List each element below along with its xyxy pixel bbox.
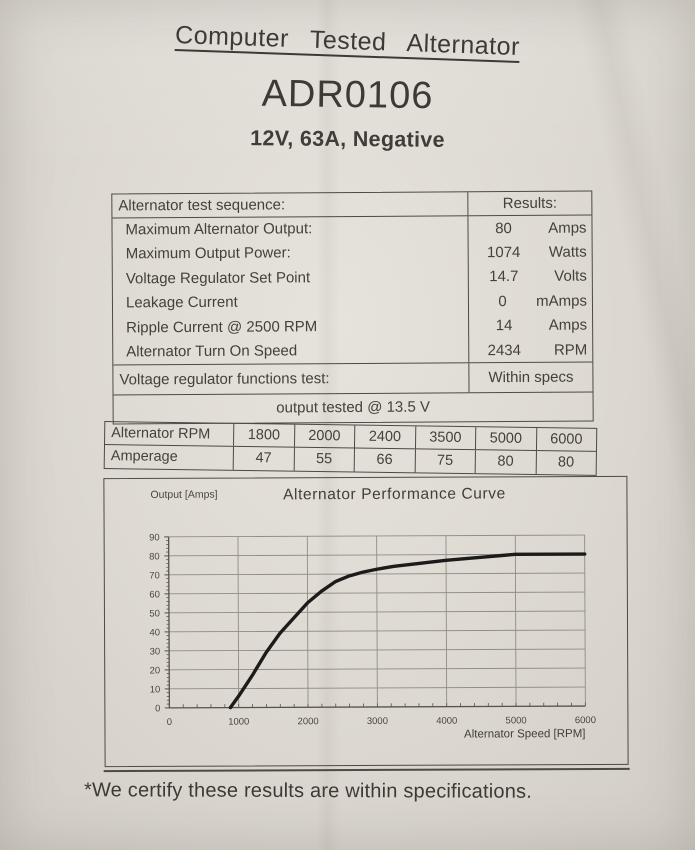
svg-text:90: 90	[149, 532, 160, 543]
svg-text:3000: 3000	[367, 716, 388, 727]
regulator-test-result: Within specs	[468, 362, 593, 393]
regulator-test-label: Voltage regulator functions test:	[119, 370, 330, 389]
performance-chart-box: 0 10 20 30 40 50 60 70 80 90 0 1000 2000 3000 4000 5000…	[103, 475, 629, 768]
result-row: 14 Amps	[469, 313, 592, 338]
result-value: 14	[495, 317, 513, 335]
result-row: 2434 RPM	[469, 337, 592, 362]
result-row: 0 mAmps	[469, 289, 592, 314]
result-unit: Volts	[554, 268, 587, 286]
x-axis-label: Alternator Speed [RPM]	[464, 728, 586, 741]
y-axis-label: Output [Amps]	[150, 489, 217, 501]
svg-text:50: 50	[149, 608, 160, 619]
test-label: Voltage Regulator Set Point	[125, 269, 311, 288]
result-value: 14.7	[489, 268, 519, 286]
results-column: 80 Amps 1074 Watts 14.7 Volts 0 mAmps 14	[467, 215, 593, 363]
result-value: 0	[498, 292, 507, 310]
svg-text:30: 30	[150, 646, 161, 657]
test-label: Ripple Current @ 2500 RPM	[126, 317, 318, 337]
svg-text:60: 60	[149, 589, 160, 600]
svg-text:5000: 5000	[506, 715, 527, 726]
result-unit: RPM	[553, 341, 588, 359]
amperage-value: 80	[535, 451, 596, 475]
amperage-value: 47	[232, 446, 294, 471]
amperage-value: 66	[353, 448, 415, 473]
rpm-row-label: Alternator RPM	[111, 425, 211, 443]
test-label: Leakage Current	[125, 293, 238, 312]
result-row: 14.7 Volts	[469, 264, 592, 289]
model-number: ADR0106	[261, 72, 434, 118]
rpm-value: 2000	[293, 424, 355, 448]
test-label: Maximum Alternator Output:	[125, 220, 313, 239]
rpm-value: 3500	[414, 426, 476, 450]
certification-text: *We certify these results are within spe…	[83, 779, 533, 803]
result-value: 2434	[487, 341, 522, 359]
test-table-header-row: Alternator test sequence: Results:	[112, 191, 592, 219]
result-value: 80	[495, 219, 512, 237]
svg-text:1000: 1000	[228, 717, 249, 728]
document-title: Computer Tested Alternator	[174, 20, 521, 62]
output-curve	[228, 552, 587, 710]
result-row: 80 Amps	[468, 216, 591, 241]
chart-ticks	[164, 536, 586, 709]
test-table-body: Maximum Alternator Output: Maximum Outpu…	[112, 215, 593, 366]
svg-text:20: 20	[150, 665, 161, 676]
svg-text:0: 0	[155, 703, 160, 714]
result-unit: Amps	[548, 219, 587, 237]
result-row: 1074 Watts	[469, 240, 592, 265]
test-sequence-table: Alternator test sequence: Results: Maxim…	[111, 190, 594, 425]
result-unit: Watts	[548, 243, 587, 261]
rpm-value: 1800	[233, 423, 294, 447]
svg-text:40: 40	[149, 627, 160, 638]
test-labels-column: Maximum Alternator Output: Maximum Outpu…	[112, 216, 468, 365]
performance-curve-chart: 0 10 20 30 40 50 60 70 80 90 0 1000 2000 3000 4000 5000…	[149, 485, 596, 741]
svg-text:2000: 2000	[298, 716, 319, 727]
svg-text:10: 10	[150, 684, 161, 695]
spec-line: 12V, 63A, Negative	[250, 126, 445, 152]
result-value: 1074	[486, 244, 521, 262]
rpm-value: 5000	[474, 427, 536, 451]
rpm-amperage-table: Alternator RPM 1800 2000 2400 3500 5000 …	[103, 421, 598, 476]
output-tested-note: output tested @ 13.5 V	[276, 398, 430, 417]
rpm-value: 6000	[535, 428, 597, 451]
svg-text:0: 0	[167, 717, 172, 728]
test-sequence-header: Alternator test sequence:	[118, 196, 286, 215]
result-unit: Amps	[548, 316, 588, 335]
results-header: Results:	[467, 191, 592, 216]
svg-text:80: 80	[149, 551, 160, 562]
svg-text:70: 70	[149, 570, 160, 581]
svg-text:6000: 6000	[575, 715, 596, 726]
amperage-value: 75	[414, 449, 475, 474]
test-label: Maximum Output Power:	[125, 244, 291, 263]
test-label: Alternator Turn On Speed	[126, 342, 298, 361]
chart-labels: 0 10 20 30 40 50 60 70 80 90 0 1000 2000 3000 4000 5000…	[149, 485, 596, 741]
chart-title: Alternator Performance Curve	[283, 485, 506, 503]
rpm-value: 2400	[353, 425, 415, 449]
amperage-row-label: Amperage	[110, 448, 178, 466]
result-unit: mAmps	[536, 292, 588, 310]
svg-text:4000: 4000	[436, 716, 457, 727]
chart-grid	[168, 534, 586, 708]
amperage-value: 55	[293, 447, 354, 472]
amperage-value: 80	[474, 450, 536, 475]
regulator-test-row: Voltage regulator functions test: Within…	[113, 362, 593, 396]
